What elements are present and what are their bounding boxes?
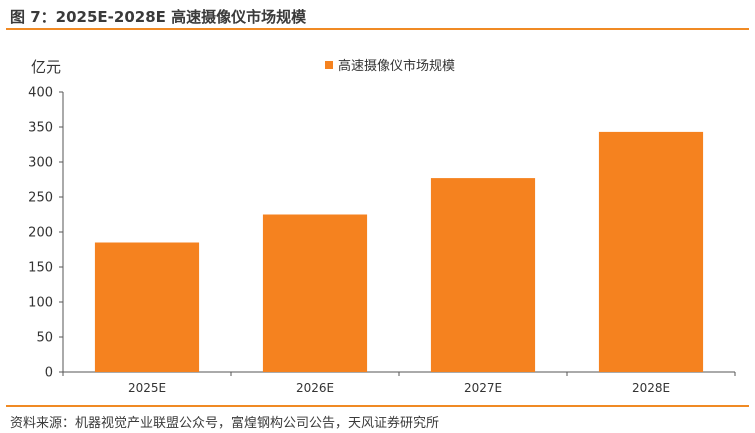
- y-tick-label: 100: [28, 296, 53, 311]
- legend-label: 高速摄像仪市场规模: [338, 58, 455, 74]
- y-tick-label: 250: [28, 191, 53, 206]
- title-rule: [6, 28, 749, 30]
- y-tick-label: 350: [28, 121, 53, 136]
- bar-2026E: [262, 214, 368, 372]
- y-tick-label: 50: [36, 331, 53, 346]
- y-tick-label: 150: [28, 261, 53, 276]
- x-tick-label: 2025E: [128, 381, 166, 395]
- legend-swatch: [325, 61, 333, 69]
- y-axis-label: 亿元: [31, 58, 61, 76]
- bar-2028E: [598, 131, 704, 372]
- y-tick-label: 200: [28, 226, 53, 241]
- figure-title: 图 7：2025E-2028E 高速摄像仪市场规模: [10, 8, 307, 26]
- bar-2027E: [430, 178, 536, 372]
- y-tick-label: 400: [28, 86, 53, 101]
- source-rule: [6, 405, 749, 407]
- y-tick-label: 0: [45, 366, 53, 381]
- x-tick-label: 2026E: [296, 381, 334, 395]
- x-tick-label: 2028E: [632, 381, 670, 395]
- y-tick-label: 300: [28, 156, 53, 171]
- source-note: 资料来源：机器视觉产业联盟公众号，富煌钢构公司公告，天风证券研究所: [10, 416, 440, 431]
- bar-2025E: [94, 242, 200, 372]
- x-tick-label: 2027E: [464, 381, 502, 395]
